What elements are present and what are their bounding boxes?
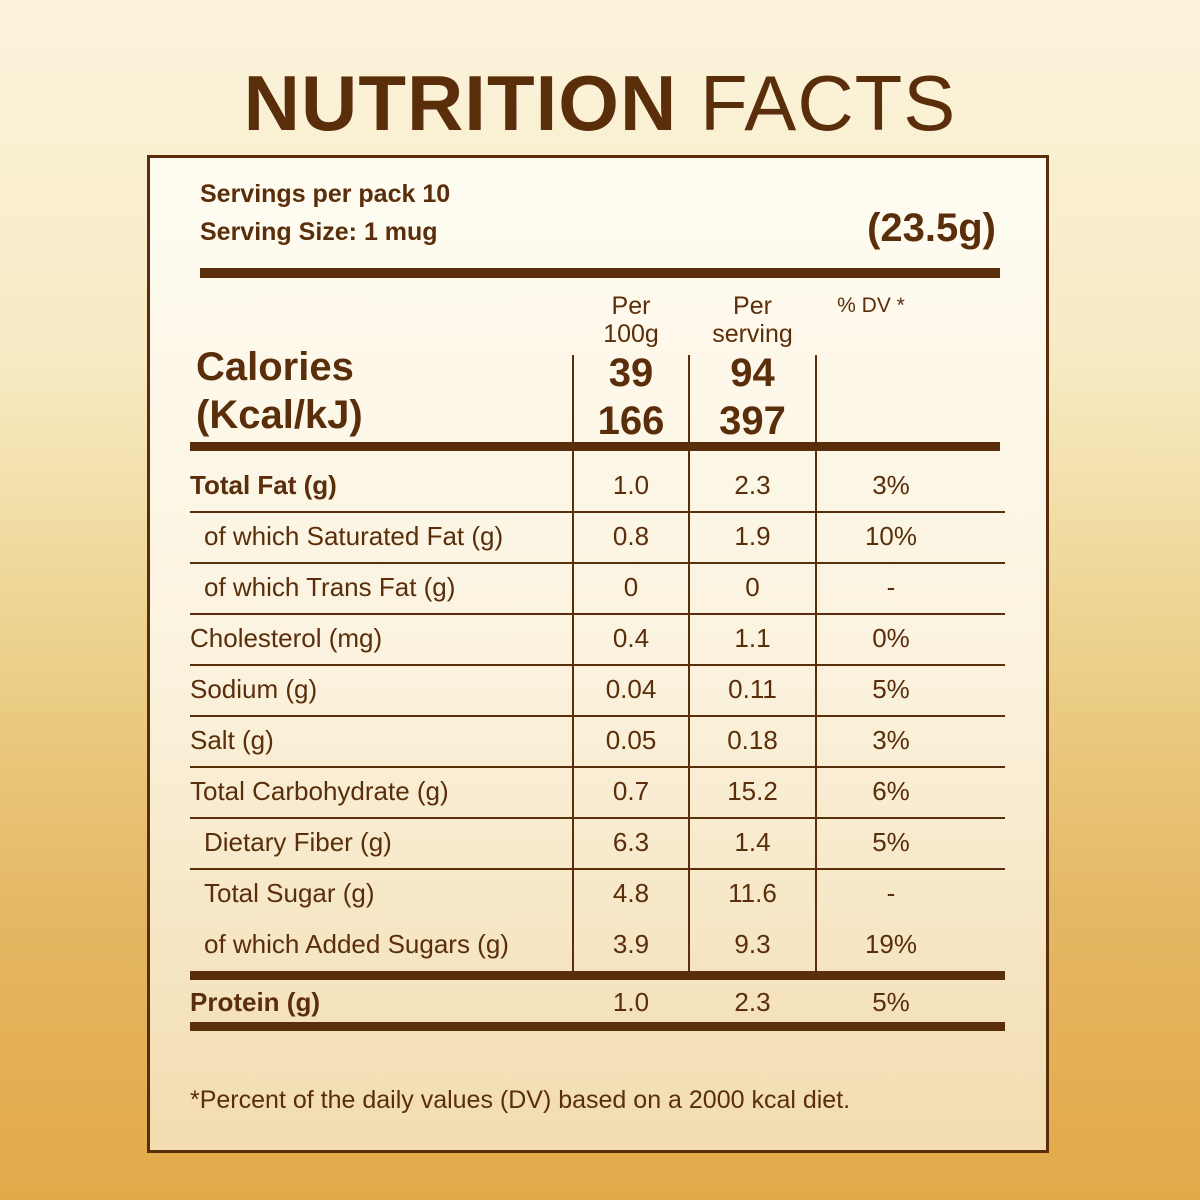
- nutrient-label: of which Trans Fat (g): [204, 572, 456, 602]
- value-per-serving: 0.18: [727, 725, 778, 755]
- calories-perserv-kj: 397: [719, 399, 786, 443]
- col-header-text: Per: [733, 292, 772, 320]
- calories-unit-label: (Kcal/kJ): [196, 393, 363, 437]
- value-per-serving: 11.6: [728, 878, 777, 908]
- row-divider: [190, 817, 1005, 819]
- divider-thick: [190, 442, 1000, 451]
- value-dv: 0%: [872, 623, 910, 653]
- nutrient-label: Total Carbohydrate (g): [190, 776, 449, 806]
- value-per-100g: 0: [623, 572, 639, 602]
- value-per-100g: 4.8: [612, 878, 650, 908]
- col-header-text: 100g: [603, 320, 659, 348]
- calories-per100-kj: 166: [597, 399, 665, 443]
- value-per-serving: 1.9: [734, 521, 771, 551]
- value-per-serving: 1.1: [734, 623, 771, 653]
- value-per-serving: 2.3: [734, 470, 771, 500]
- col-header-text: serving: [712, 320, 793, 348]
- nutrient-row: Protein (g) 1.0 2.3 5%: [190, 977, 1005, 1028]
- row-divider: [190, 613, 1005, 615]
- calories-perserv-kcal: 94: [730, 351, 775, 395]
- value-per-serving: 0: [745, 572, 760, 602]
- value-per-serving: 0.11: [728, 674, 777, 704]
- title-bold: NUTRITION: [243, 59, 678, 147]
- value-per-100g: 0.8: [612, 521, 650, 551]
- value-dv: 5%: [872, 987, 910, 1017]
- value-per-serving: 2.3: [734, 987, 771, 1017]
- nutrient-label: Protein (g): [190, 987, 320, 1017]
- nutrient-label: of which Saturated Fat (g): [204, 521, 504, 551]
- value-dv: 19%: [864, 929, 918, 959]
- value-per-100g: 1.0: [612, 987, 650, 1017]
- col-header-dv: % DV *: [837, 294, 905, 317]
- nutrient-row: Total Sugar (g) 4.8 11.6 -: [190, 868, 1005, 919]
- value-per-100g: 0.05: [605, 725, 657, 755]
- nutrient-row: Sodium (g) 0.04 0.11 5%: [190, 664, 1005, 715]
- nutrient-row: Salt (g) 0.05 0.18 3%: [190, 715, 1005, 766]
- value-per-serving: 1.4: [734, 827, 771, 857]
- column-divider: [688, 355, 690, 979]
- value-dv: 3%: [872, 470, 910, 500]
- value-per-serving: 15.2: [727, 776, 778, 806]
- nutrient-row: of which Trans Fat (g) 0 0 -: [190, 562, 1005, 613]
- nutrient-row: Total Carbohydrate (g) 0.7 15.2 6%: [190, 766, 1005, 817]
- value-per-100g: 1.0: [612, 470, 650, 500]
- nutrition-panel: Servings per pack 10 Serving Size: 1 mug…: [147, 155, 1049, 1153]
- nutrient-label: Total Fat (g): [190, 470, 337, 500]
- serving-size: Serving Size: 1 mug: [200, 218, 438, 246]
- servings-per-pack: Servings per pack 10: [200, 180, 451, 208]
- value-per-100g: 0.4: [612, 623, 650, 653]
- nutrient-row: Total Fat (g) 1.0 2.3 3%: [190, 460, 1005, 511]
- title-light: FACTS: [699, 59, 957, 147]
- nutrient-row: Dietary Fiber (g) 6.3 1.4 5%: [190, 817, 1005, 868]
- divider-thick: [200, 268, 1000, 278]
- col-header-per100: Per 100g: [573, 292, 689, 348]
- value-dv: -: [886, 572, 896, 602]
- value-dv: 6%: [872, 776, 910, 806]
- nutrient-label: Dietary Fiber (g): [204, 827, 392, 857]
- calories-label: Calories: [196, 345, 354, 389]
- row-divider: [190, 562, 1005, 564]
- row-divider: [190, 868, 1005, 870]
- row-divider: [190, 715, 1005, 717]
- serving-weight: (23.5g): [867, 206, 996, 250]
- value-dv: 5%: [872, 827, 910, 857]
- nutrient-label: Sodium (g): [190, 674, 318, 704]
- footnote: *Percent of the daily values (DV) based …: [190, 1086, 851, 1114]
- divider-thick: [190, 971, 1005, 980]
- col-header-per-serving: Per serving: [689, 292, 816, 348]
- value-dv: 5%: [872, 674, 910, 704]
- value-per-100g: 0.7: [612, 776, 650, 806]
- value-per-100g: 0.04: [605, 674, 657, 704]
- row-divider: [190, 766, 1005, 768]
- col-header-text: Per: [611, 292, 651, 320]
- divider-thick: [190, 1022, 1005, 1031]
- value-per-serving: 9.3: [734, 929, 771, 959]
- value-dv: 10%: [864, 521, 918, 551]
- nutrient-label: of which Added Sugars (g): [204, 929, 509, 959]
- column-divider: [572, 355, 574, 979]
- page-title: NUTRITION FACTS: [0, 58, 1200, 149]
- row-divider: [190, 664, 1005, 666]
- row-divider: [190, 511, 1005, 513]
- calories-per100-kcal: 39: [608, 351, 654, 395]
- nutrient-row: of which Added Sugars (g) 3.9 9.3 19%: [190, 919, 1005, 970]
- nutrient-label: Cholesterol (mg): [190, 623, 383, 653]
- nutrient-row: Cholesterol (mg) 0.4 1.1 0%: [190, 613, 1005, 664]
- value-dv: 3%: [872, 725, 910, 755]
- nutrient-label: Salt (g): [190, 725, 274, 755]
- value-dv: -: [886, 878, 896, 908]
- value-per-100g: 6.3: [612, 827, 650, 857]
- nutrient-label: Total Sugar (g): [204, 878, 375, 908]
- value-per-100g: 3.9: [612, 929, 650, 959]
- nutrient-row: of which Saturated Fat (g) 0.8 1.9 10%: [190, 511, 1005, 562]
- column-divider: [815, 355, 817, 979]
